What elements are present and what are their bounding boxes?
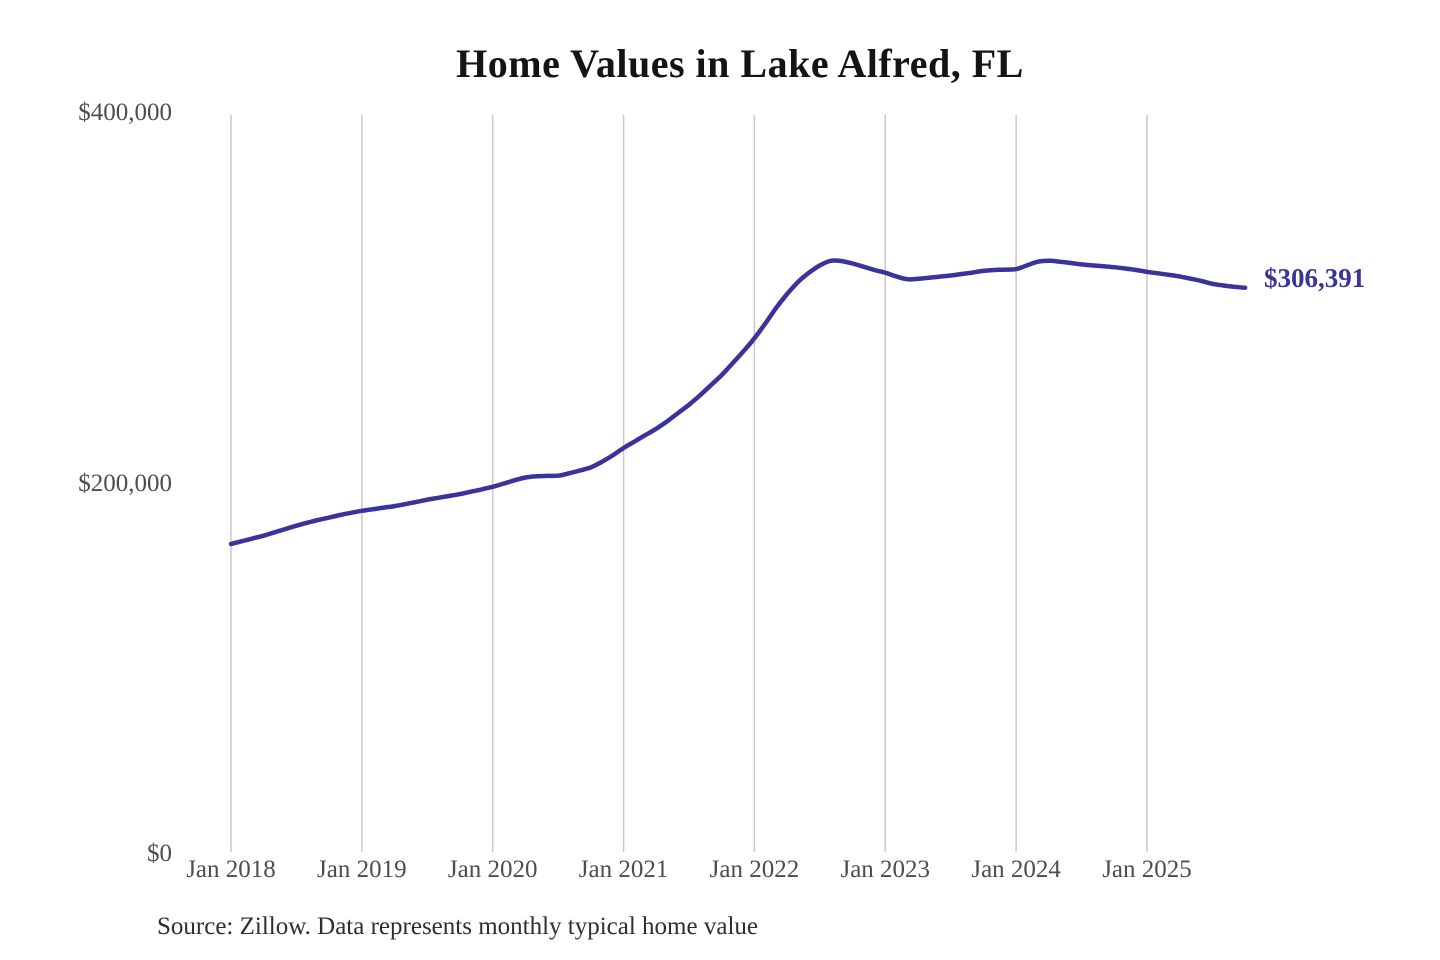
chart-title: Home Values in Lake Alfred, FL xyxy=(456,41,1024,86)
x-tick-label-jan-2025: Jan 2025 xyxy=(1102,856,1192,883)
x-tick-label-jan-2022: Jan 2022 xyxy=(709,856,800,883)
end-value-label: $306,391 xyxy=(1264,263,1366,293)
x-tick-label-jan-2024: Jan 2024 xyxy=(971,856,1061,883)
home-value-line xyxy=(228,258,1248,547)
x-tick-label-jan-2023: Jan 2023 xyxy=(840,856,931,883)
x-tick-label-jan-2021: Jan 2021 xyxy=(578,856,669,883)
x-tick-label-jan-2020: Jan 2020 xyxy=(447,856,538,883)
x-tick-label-jan-2018: Jan 2018 xyxy=(186,856,276,883)
y-tick-label-200000: $200,000 xyxy=(78,470,172,497)
source-note: Source: Zillow. Data represents monthly … xyxy=(157,913,758,940)
x-tick-label-jan-2019: Jan 2019 xyxy=(317,856,407,883)
y-tick-label-0: $0 xyxy=(147,840,172,867)
y-tick-label-400000: $400,000 xyxy=(78,99,172,126)
